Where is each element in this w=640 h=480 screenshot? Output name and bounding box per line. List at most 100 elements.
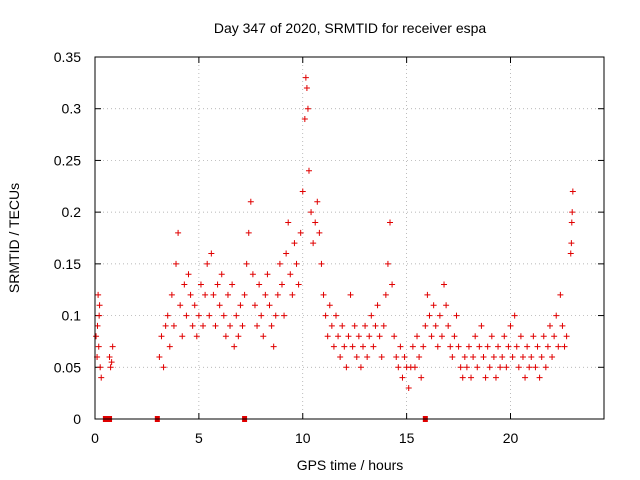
data-point [156, 353, 163, 360]
data-point [376, 333, 383, 340]
data-point [212, 322, 219, 329]
data-point [470, 353, 477, 360]
data-point [472, 333, 479, 340]
data-point [374, 302, 381, 309]
data-point [241, 291, 248, 298]
data-point [465, 343, 472, 350]
y-tick-label: 0.35 [54, 49, 81, 65]
data-point [505, 343, 512, 350]
data-point [387, 219, 394, 226]
x-tick-label: 20 [503, 430, 519, 446]
data-point [262, 291, 269, 298]
data-point [251, 302, 258, 309]
data-point [449, 353, 456, 360]
data-point [214, 281, 221, 288]
data-point [107, 364, 114, 371]
data-point [310, 240, 317, 247]
data-point [264, 271, 271, 278]
data-point [353, 353, 360, 360]
data-point [245, 229, 252, 236]
data-point [216, 302, 223, 309]
data-point [534, 343, 541, 350]
y-tick-label: 0.25 [54, 152, 81, 168]
data-point [495, 343, 502, 350]
data-point [393, 353, 400, 360]
data-point [414, 333, 421, 340]
data-point [166, 343, 173, 350]
x-ticks: 0 5 10 15 20 [91, 57, 519, 446]
y-tick-label: 0.05 [54, 359, 81, 375]
data-point [522, 374, 529, 381]
data-point [384, 260, 391, 267]
data-point [411, 364, 418, 371]
data-point [544, 343, 551, 350]
data-point [540, 333, 547, 340]
data-point [170, 322, 177, 329]
data-point [463, 364, 470, 371]
data-point [247, 198, 254, 205]
data-point [181, 281, 188, 288]
data-point [335, 333, 342, 340]
data-point [305, 167, 312, 174]
data-point [568, 219, 575, 226]
data-point [453, 312, 460, 319]
x-axis-label: GPS time / hours [297, 457, 404, 473]
data-point [239, 322, 246, 329]
y-tick-label: 0 [73, 411, 81, 427]
data-point [237, 302, 244, 309]
data-point [559, 322, 566, 329]
data-point [187, 291, 194, 298]
data-point [426, 312, 433, 319]
y-tick-label: 0.1 [62, 308, 82, 324]
data-point [364, 353, 371, 360]
data-point [568, 240, 575, 247]
data-point [555, 343, 562, 350]
y-tick-label: 0.15 [54, 256, 81, 272]
data-point [220, 312, 227, 319]
x-tick-label: 10 [295, 430, 311, 446]
data-point [345, 333, 352, 340]
data-point [106, 353, 113, 360]
data-point [372, 322, 379, 329]
data-point [378, 353, 385, 360]
data-point [260, 333, 267, 340]
data-point [490, 353, 497, 360]
data-point [281, 312, 288, 319]
data-point [447, 343, 454, 350]
data-point [256, 281, 263, 288]
data-point [162, 322, 169, 329]
data-point [428, 333, 435, 340]
data-point [258, 312, 265, 319]
data-point [445, 322, 452, 329]
data-point [405, 384, 412, 391]
data-point [332, 312, 339, 319]
data-point [189, 322, 196, 329]
data-point [370, 343, 377, 350]
data-point [542, 364, 549, 371]
data-point [443, 302, 450, 309]
grid [95, 57, 604, 419]
data-point [108, 359, 115, 366]
data-point [96, 312, 103, 319]
data-point [299, 188, 306, 195]
data-point [474, 364, 481, 371]
data-point [395, 364, 402, 371]
data-point [254, 322, 261, 329]
data-point [270, 343, 277, 350]
data-point [499, 353, 506, 360]
data-point [401, 353, 408, 360]
data-point [179, 333, 186, 340]
data-point [347, 291, 354, 298]
data-point [322, 312, 329, 319]
data-point [416, 353, 423, 360]
data-point [195, 312, 202, 319]
data-point [97, 364, 104, 371]
data-point [382, 291, 389, 298]
data-point [389, 281, 396, 288]
data-point [524, 343, 531, 350]
data-point [235, 333, 242, 340]
data-point [368, 312, 375, 319]
data-point [168, 291, 175, 298]
y-tick-label: 0.3 [62, 101, 82, 117]
